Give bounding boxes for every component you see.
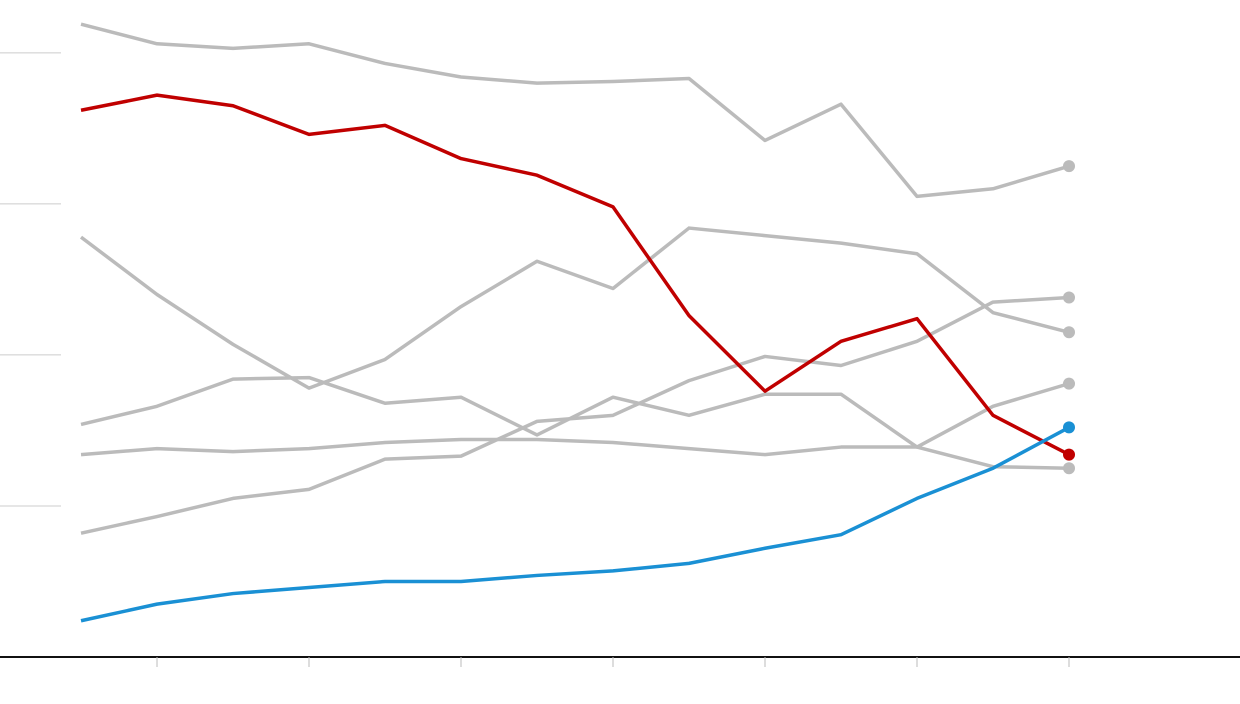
end-dot: [1063, 326, 1076, 339]
series-line: [80, 22, 1070, 199]
series-line: [80, 375, 1070, 449]
end-dot: [1063, 291, 1076, 304]
end-dot: [1063, 160, 1076, 173]
end-dot: [1063, 448, 1076, 461]
end-dot: [1063, 421, 1076, 434]
series-line: [80, 93, 1070, 457]
series-line: [80, 295, 1070, 535]
series-line: [79, 226, 1070, 390]
series-line: [80, 425, 1070, 623]
end-dot: [1063, 462, 1076, 475]
series-line: [80, 437, 1070, 470]
end-dot: [1063, 377, 1076, 390]
